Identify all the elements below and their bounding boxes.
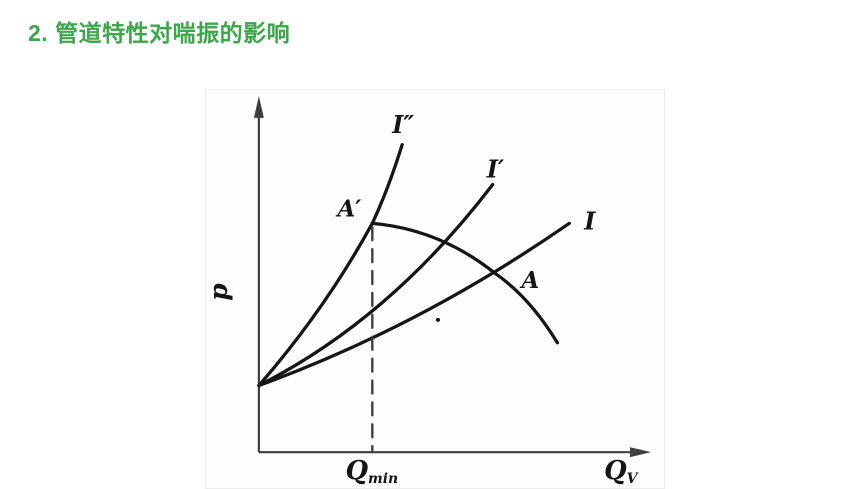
curve-I-label: I bbox=[583, 207, 596, 235]
curve-I-prime-label: I′ bbox=[486, 156, 505, 184]
curve-I bbox=[257, 221, 571, 388]
curve-I-double-prime-label: I″ bbox=[391, 111, 414, 139]
x-axis-arrow bbox=[630, 447, 651, 458]
curve-I-prime bbox=[257, 182, 495, 388]
x-axis-label-qv: QV bbox=[604, 456, 639, 487]
point-A-prime-label: A′ bbox=[335, 196, 361, 222]
surge-chart-svg: p I″ I′ I A′ A Qmin QV bbox=[206, 95, 651, 487]
y-axis-arrow bbox=[253, 95, 264, 118]
compressor-curve bbox=[370, 221, 560, 345]
curve-I-double-prime bbox=[257, 143, 404, 388]
y-axis-label-p: p bbox=[206, 283, 233, 301]
stray-dot bbox=[435, 317, 440, 322]
surge-figure: p I″ I′ I A′ A Qmin QV bbox=[205, 89, 665, 489]
x-tick-qmin-label: Qmin bbox=[345, 456, 398, 487]
point-A-label: A bbox=[520, 268, 540, 294]
page-title: 2. 管道特性对喘振的影响 bbox=[28, 20, 291, 46]
